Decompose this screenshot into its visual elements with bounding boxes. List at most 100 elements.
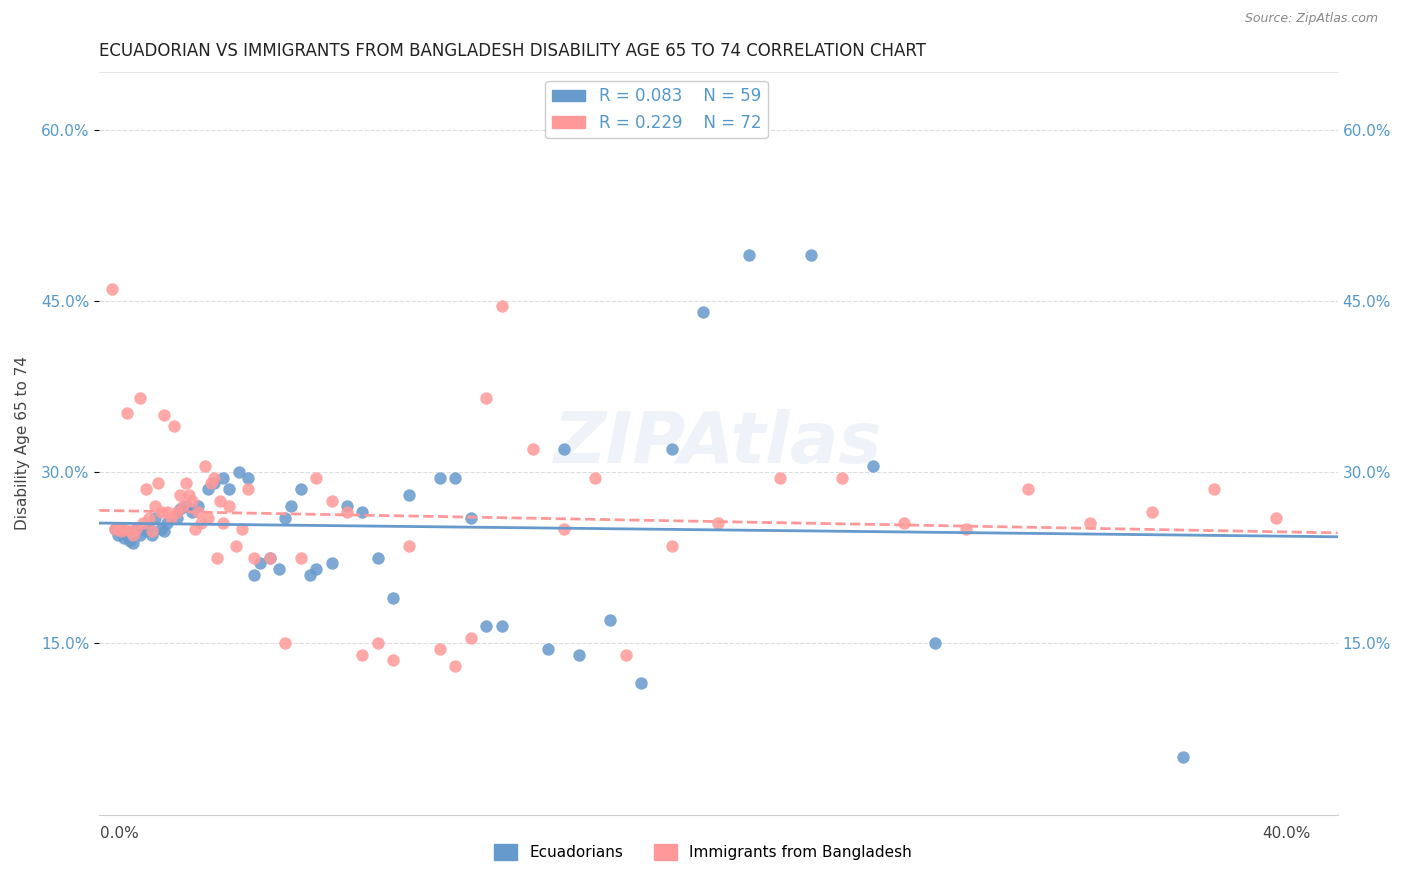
Point <box>194 459 217 474</box>
Point <box>553 522 575 536</box>
Point <box>172 500 194 514</box>
Point <box>218 482 240 496</box>
Point <box>131 516 153 531</box>
Point <box>336 500 359 514</box>
Point <box>115 528 138 542</box>
Point <box>491 619 513 633</box>
Point <box>831 471 853 485</box>
Point <box>125 522 148 536</box>
Point <box>169 501 191 516</box>
Point <box>115 406 138 420</box>
Point <box>228 465 250 479</box>
Point <box>174 500 197 514</box>
Text: ZIPAtlas: ZIPAtlas <box>554 409 883 478</box>
Point <box>290 482 312 496</box>
Point <box>143 510 166 524</box>
Point <box>274 636 297 650</box>
Point <box>1140 505 1163 519</box>
Point <box>243 550 266 565</box>
Point <box>280 500 302 514</box>
Point <box>110 522 132 536</box>
Point <box>475 391 498 405</box>
Point <box>661 442 683 457</box>
Point <box>202 471 225 485</box>
Point <box>138 510 160 524</box>
Point <box>692 305 714 319</box>
Point <box>769 471 792 485</box>
Point <box>1264 510 1286 524</box>
Point <box>491 300 513 314</box>
Point <box>104 522 127 536</box>
Point <box>112 531 135 545</box>
Point <box>924 636 946 650</box>
Point <box>135 482 157 496</box>
Point <box>800 248 823 262</box>
Point <box>1078 516 1101 531</box>
Point <box>184 522 207 536</box>
Point <box>197 510 219 524</box>
Point <box>179 488 201 502</box>
Point <box>336 505 359 519</box>
Y-axis label: Disability Age 65 to 74: Disability Age 65 to 74 <box>15 357 30 531</box>
Legend: R = 0.083    N = 59, R = 0.229    N = 72: R = 0.083 N = 59, R = 0.229 N = 72 <box>546 81 768 138</box>
Point <box>150 505 173 519</box>
Point <box>146 476 169 491</box>
Point <box>187 500 209 514</box>
Point <box>352 648 374 662</box>
Point <box>218 500 240 514</box>
Point <box>553 442 575 457</box>
Point <box>112 522 135 536</box>
Point <box>398 488 420 502</box>
Point <box>174 476 197 491</box>
Point <box>143 500 166 514</box>
Point <box>738 248 761 262</box>
Point <box>305 562 328 576</box>
Point <box>1202 482 1225 496</box>
Point <box>259 550 281 565</box>
Point <box>231 522 253 536</box>
Point <box>156 516 179 531</box>
Point <box>141 528 163 542</box>
Point <box>862 459 884 474</box>
Text: Source: ZipAtlas.com: Source: ZipAtlas.com <box>1244 12 1378 25</box>
Point <box>153 408 176 422</box>
Point <box>122 536 145 550</box>
Point <box>107 528 129 542</box>
Point <box>893 516 915 531</box>
Point <box>135 524 157 539</box>
Point <box>181 493 204 508</box>
Point <box>259 550 281 565</box>
Text: 0.0%: 0.0% <box>100 827 139 841</box>
Point <box>153 524 176 539</box>
Point <box>212 516 235 531</box>
Point <box>249 557 271 571</box>
Point <box>321 557 343 571</box>
Point <box>583 471 606 485</box>
Point <box>298 567 321 582</box>
Point <box>444 471 467 485</box>
Point <box>128 528 150 542</box>
Point <box>537 642 560 657</box>
Point <box>522 442 544 457</box>
Point <box>104 522 127 536</box>
Point <box>120 524 142 539</box>
Point <box>243 567 266 582</box>
Point <box>159 510 181 524</box>
Point <box>110 524 132 539</box>
Point <box>352 505 374 519</box>
Point <box>382 591 405 605</box>
Point <box>162 419 184 434</box>
Point <box>290 550 312 565</box>
Point <box>141 524 163 539</box>
Point <box>599 614 621 628</box>
Point <box>236 471 259 485</box>
Point <box>100 282 122 296</box>
Point <box>120 533 142 548</box>
Point <box>274 510 297 524</box>
Point <box>181 505 204 519</box>
Point <box>707 516 730 531</box>
Point <box>125 522 148 536</box>
Point <box>122 528 145 542</box>
Point <box>1017 482 1039 496</box>
Point <box>169 488 191 502</box>
